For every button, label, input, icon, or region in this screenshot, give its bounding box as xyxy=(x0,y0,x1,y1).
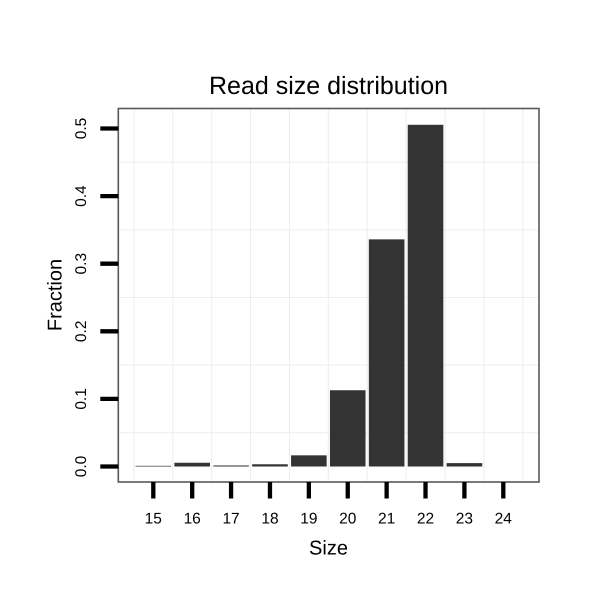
svg-text:0.5: 0.5 xyxy=(73,118,90,140)
svg-text:Read size distribution: Read size distribution xyxy=(209,72,448,100)
svg-text:Size: Size xyxy=(309,538,348,560)
svg-text:0.0: 0.0 xyxy=(73,455,90,477)
svg-text:19: 19 xyxy=(300,511,317,528)
svg-text:15: 15 xyxy=(145,511,162,528)
svg-text:21: 21 xyxy=(378,511,395,528)
svg-text:24: 24 xyxy=(495,511,513,528)
svg-text:0.2: 0.2 xyxy=(73,321,90,343)
svg-text:0.3: 0.3 xyxy=(73,253,90,275)
svg-text:0.1: 0.1 xyxy=(73,388,90,410)
svg-text:22: 22 xyxy=(417,511,434,528)
svg-text:Fraction: Fraction xyxy=(44,259,66,331)
svg-text:16: 16 xyxy=(184,511,201,528)
svg-text:18: 18 xyxy=(261,511,278,528)
svg-text:20: 20 xyxy=(339,511,357,528)
svg-text:0.4: 0.4 xyxy=(73,185,90,207)
svg-text:17: 17 xyxy=(222,511,239,528)
svg-text:23: 23 xyxy=(456,511,473,528)
